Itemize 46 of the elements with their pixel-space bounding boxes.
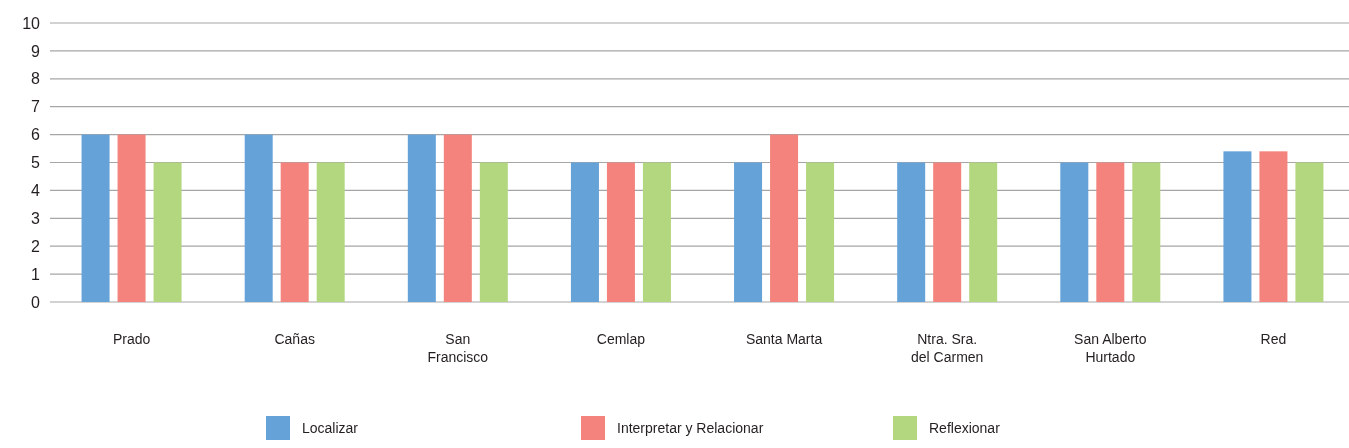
legend-label: Reflexionar — [929, 419, 1001, 436]
bar — [117, 134, 146, 302]
bar — [969, 162, 998, 302]
y-tick-label: 1 — [31, 265, 41, 283]
x-tick-label: Cemlap — [596, 331, 646, 347]
bar — [479, 162, 508, 302]
x-tick-label: San Francisco — [427, 331, 489, 365]
bar — [1132, 162, 1161, 302]
bar — [897, 162, 926, 302]
bar — [244, 134, 273, 302]
y-tick-label: 7 — [31, 98, 41, 116]
y-tick-label: 6 — [31, 126, 41, 144]
bar — [770, 134, 799, 302]
bar — [1223, 151, 1252, 302]
y-tick-label: 8 — [31, 70, 41, 88]
y-tick-label: 3 — [31, 209, 41, 227]
bar — [407, 134, 436, 302]
bar — [933, 162, 962, 302]
bar — [734, 162, 763, 302]
bar — [316, 162, 345, 302]
bar — [1096, 162, 1125, 302]
bar — [1060, 162, 1089, 302]
bar — [606, 162, 635, 302]
bar — [153, 162, 182, 302]
x-tick-label: Red — [1260, 331, 1287, 347]
legend-label: Interpretar y Relacionar — [617, 419, 764, 436]
bar — [642, 162, 671, 302]
bar — [81, 134, 110, 302]
legend-label: Localizar — [302, 419, 359, 436]
bar — [1295, 162, 1324, 302]
x-tick-label: Prado — [112, 331, 151, 347]
y-tick-label: 10 — [22, 14, 41, 32]
y-tick-label: 9 — [31, 42, 41, 60]
y-tick-label: 4 — [31, 182, 41, 199]
y-tick-label: 2 — [31, 237, 41, 255]
x-tick-label: Ntra. Sra. del Carmen — [911, 331, 984, 365]
bar — [570, 162, 599, 302]
x-tick-label: Santa Marta — [745, 331, 823, 347]
x-tick-label: Cañas — [274, 331, 315, 347]
bar — [443, 134, 472, 302]
y-tick-label: 0 — [31, 293, 41, 311]
bar — [280, 162, 309, 302]
y-tick-label: 5 — [31, 154, 41, 172]
bar — [806, 162, 835, 302]
bar — [1259, 151, 1288, 302]
x-tick-label: San Alberto Hurtado — [1074, 331, 1147, 365]
